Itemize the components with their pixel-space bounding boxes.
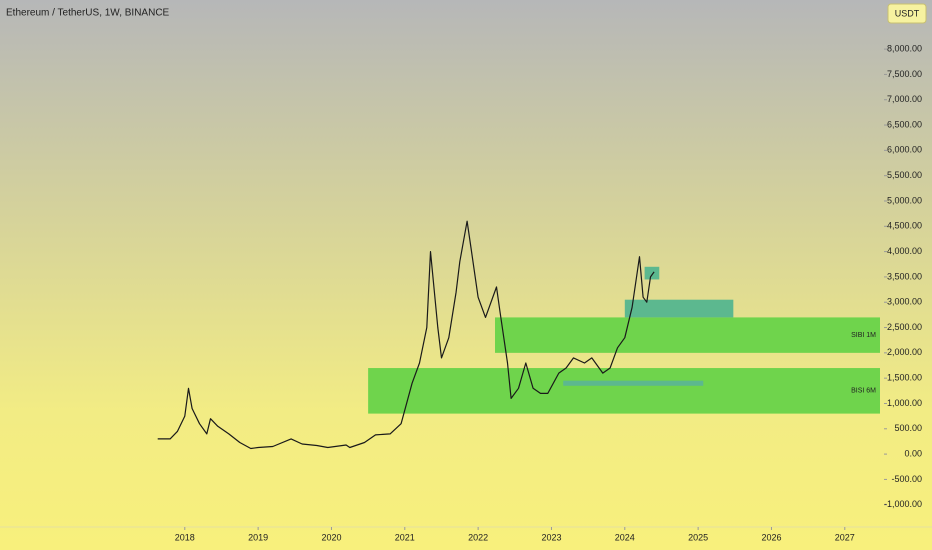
zone-label: SIBI 1M [851, 332, 876, 339]
y-tick-label: 0.00 [904, 448, 922, 458]
price-line [157, 220, 655, 450]
zone-label: BISI 6M [851, 388, 876, 395]
x-tick-label: 2027 [835, 532, 855, 542]
currency-label[interactable]: USDT [895, 8, 920, 18]
y-tick-label: 4,500.00 [887, 221, 922, 231]
y-tick-label: 5,000.00 [887, 195, 922, 205]
currency-button[interactable] [887, 3, 927, 24]
y-tick-label: -500.00 [891, 474, 922, 484]
zone [644, 266, 660, 280]
y-tick-label: 7,000.00 [887, 94, 922, 104]
y-tick-label: 5,500.00 [887, 170, 922, 180]
y-tick-label: 1,000.00 [887, 398, 922, 408]
y-tick-label: 2,000.00 [887, 347, 922, 357]
zone [624, 299, 734, 318]
y-tick-label: -1,000.00 [884, 499, 922, 509]
y-tick-label: 4,000.00 [887, 246, 922, 256]
x-tick-label: 2022 [468, 532, 488, 542]
y-tick-label: 1,500.00 [887, 373, 922, 383]
y-tick-label: 3,000.00 [887, 297, 922, 307]
x-tick-label: 2021 [395, 532, 415, 542]
x-tick-label: 2026 [761, 532, 781, 542]
x-tick-label: 2018 [175, 532, 195, 542]
zone [563, 380, 704, 386]
zone [368, 368, 880, 414]
y-tick-label: 8,000.00 [887, 43, 922, 53]
x-tick-label: 2025 [688, 532, 708, 542]
x-tick-label: 2023 [541, 532, 561, 542]
x-tick-label: 2019 [248, 532, 268, 542]
y-tick-label: 6,000.00 [887, 145, 922, 155]
x-tick-label: 2020 [321, 532, 341, 542]
y-tick-label: 3,500.00 [887, 271, 922, 281]
chart-title: Ethereum / TetherUS, 1W, BINANCE [6, 8, 170, 19]
y-tick-label: 7,500.00 [887, 69, 922, 79]
x-tick-label: 2024 [615, 532, 635, 542]
y-tick-label: 500.00 [894, 423, 922, 433]
y-tick-label: 6,500.00 [887, 119, 922, 129]
y-tick-label: 2,500.00 [887, 322, 922, 332]
zone [495, 317, 880, 353]
